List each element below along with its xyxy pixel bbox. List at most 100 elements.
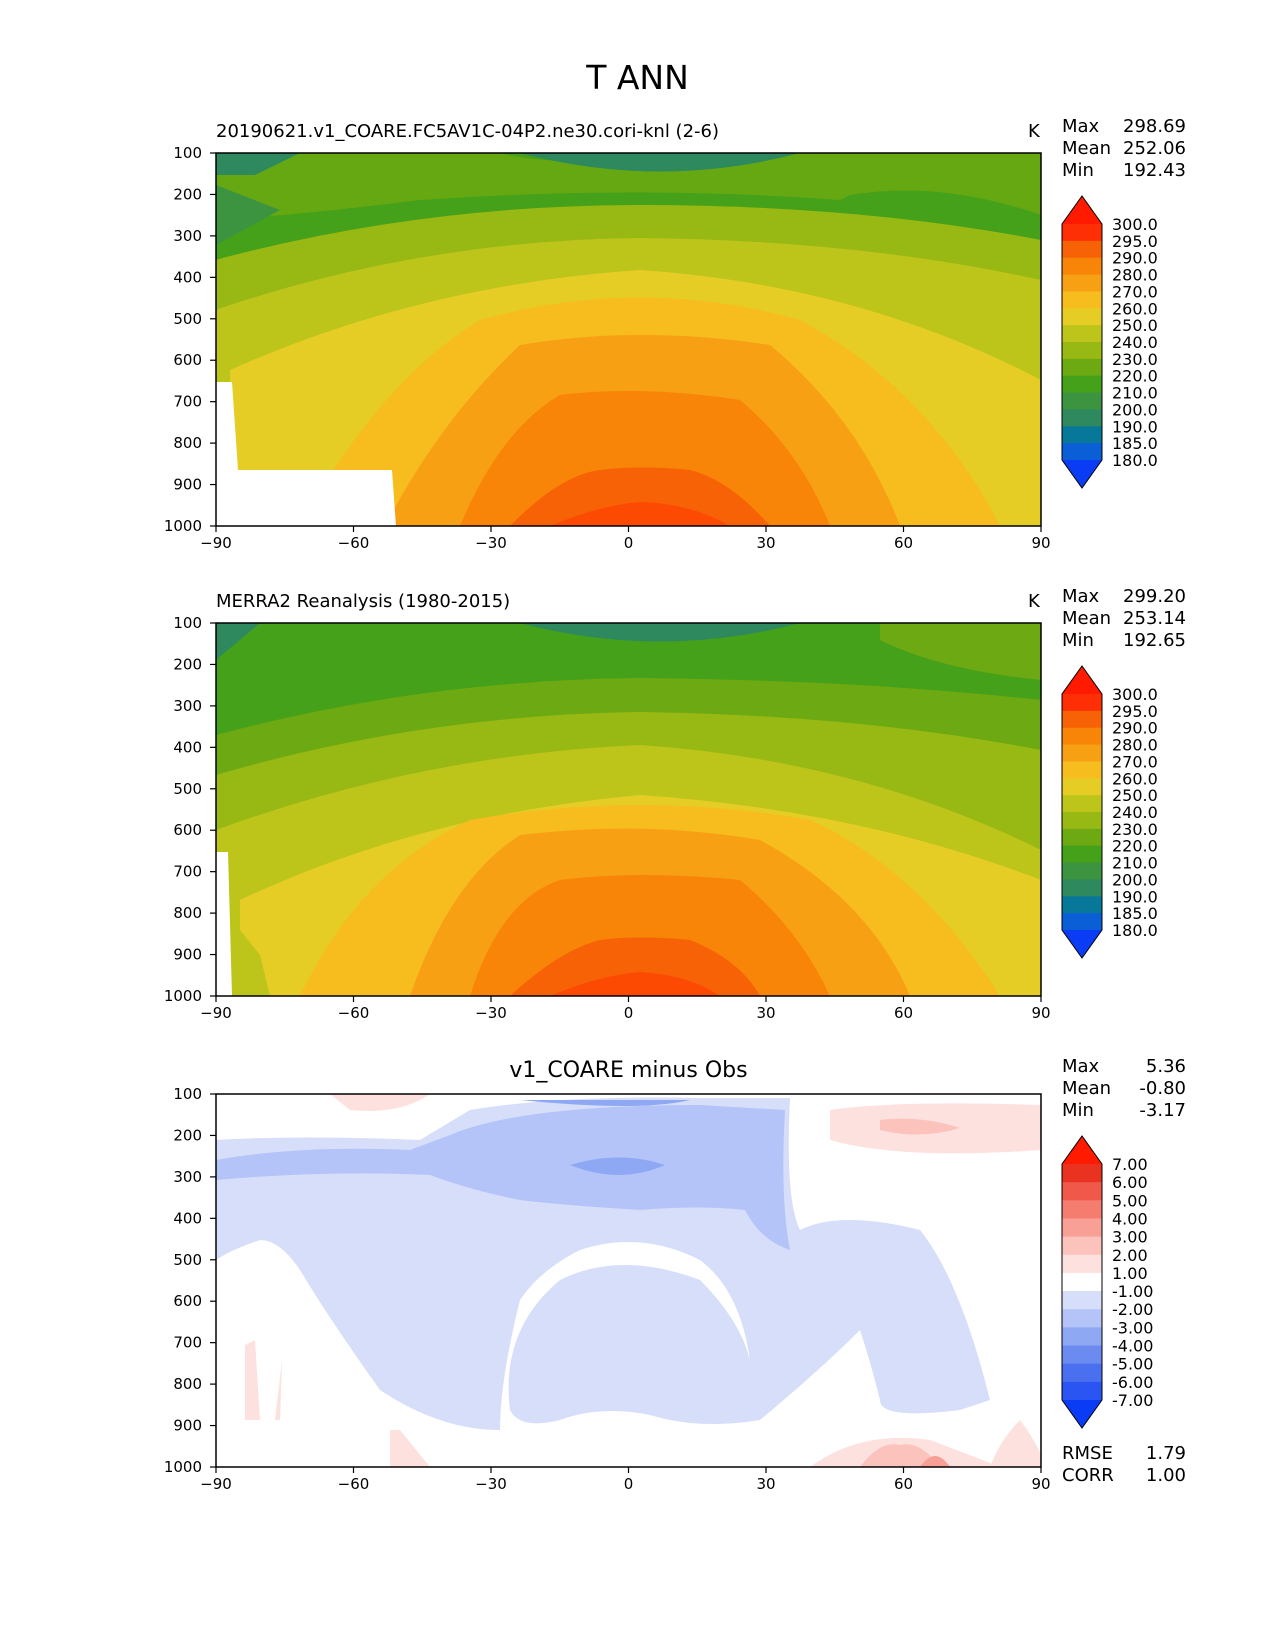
colorbar-label: 6.00 (1112, 1173, 1148, 1192)
y-tick-label: 400 (173, 268, 202, 286)
colorbar-label: 280.0 (1112, 266, 1158, 285)
x-tick-label: 0 (624, 1475, 634, 1493)
colorbar-label: 185.0 (1112, 434, 1158, 453)
colorbar-min-extension (1062, 460, 1102, 488)
panel-3-rmse-label: RMSE (1062, 1443, 1113, 1464)
colorbar-label: 180.0 (1112, 451, 1158, 470)
y-tick-label: 1000 (164, 1458, 202, 1476)
colorbar-segment (1062, 694, 1102, 712)
panel-2-title: MERRA2 Reanalysis (1980-2015) (216, 591, 511, 612)
colorbar-segment (1062, 1272, 1102, 1292)
colorbar-segment (1062, 795, 1102, 813)
colorbar-segment (1062, 1291, 1102, 1310)
colorbar-segment (1062, 224, 1102, 242)
panel-1-min-value: 192.43 (1123, 160, 1186, 181)
x-tick-label: 90 (1031, 534, 1050, 552)
colorbar-label: 1.00 (1112, 1264, 1148, 1283)
panel-2-mean-label: Mean (1062, 608, 1112, 629)
colorbar-label: 270.0 (1112, 752, 1158, 771)
colorbar-label: 3.00 (1112, 1228, 1148, 1247)
panel-3-corr-value: 1.00 (1145, 1465, 1186, 1486)
panel-3-max-label: Max (1062, 1056, 1100, 1077)
colorbar-label: 260.0 (1112, 769, 1158, 788)
y-tick-label: 300 (173, 227, 202, 245)
panel-2-units: K (1028, 591, 1040, 612)
colorbar-label: 230.0 (1112, 820, 1158, 839)
y-tick-label: 1000 (164, 517, 202, 535)
colorbar-segment (1062, 392, 1102, 410)
colorbar-segment (1062, 358, 1102, 377)
panel-1-max-label: Max (1062, 116, 1100, 137)
colorbar-label: 200.0 (1112, 870, 1158, 889)
colorbar-label: 185.0 (1112, 904, 1158, 923)
colorbar-label: -1.00 (1112, 1282, 1153, 1301)
panel-3-title: v1_COARE minus Obs (509, 1058, 748, 1083)
colorbar-label: 7.00 (1112, 1155, 1148, 1174)
y-tick-label: 100 (173, 1085, 202, 1103)
colorbar-segment (1062, 342, 1102, 360)
y-tick-label: 800 (173, 434, 202, 452)
colorbar-label: -4.00 (1112, 1337, 1153, 1356)
y-tick-label: 800 (173, 904, 202, 922)
x-tick-label: −30 (475, 1004, 507, 1022)
panel-3-field (216, 1094, 1041, 1467)
y-tick-label: 600 (173, 1292, 202, 1310)
panel-3-rmse-value: 1.79 (1145, 1443, 1186, 1464)
colorbar-segment (1062, 896, 1102, 914)
colorbar-label: 295.0 (1112, 232, 1158, 251)
colorbar-label: 290.0 (1112, 719, 1158, 738)
colorbar-label: 280.0 (1112, 736, 1158, 755)
panel-1-max-value: 298.69 (1123, 116, 1186, 137)
panel-1-mean-label: Mean (1062, 138, 1112, 159)
colorbar-label: 230.0 (1112, 350, 1158, 369)
colorbar-segment (1062, 778, 1102, 796)
colorbar-segment (1062, 240, 1102, 259)
panel-2-min-label: Min (1062, 630, 1094, 651)
colorbar-label: -7.00 (1112, 1391, 1153, 1410)
y-tick-label: 200 (173, 185, 202, 203)
y-tick-label: 300 (173, 1168, 202, 1186)
colorbar-segment (1062, 1200, 1102, 1219)
colorbar-max-extension (1062, 196, 1102, 224)
colorbar-outline (1061, 665, 1103, 959)
colorbar-segment (1062, 1164, 1102, 1183)
colorbar-segment (1062, 845, 1102, 864)
y-tick-label: 400 (173, 738, 202, 756)
colorbar-outline (1061, 195, 1103, 489)
colorbar-label: 300.0 (1112, 685, 1158, 704)
colorbar-segment (1062, 1182, 1102, 1201)
colorbar-segment (1062, 1345, 1102, 1365)
y-tick-label: 400 (173, 1209, 202, 1227)
colorbar-label: 190.0 (1112, 417, 1158, 436)
panel-3-corr-label: CORR (1062, 1465, 1114, 1486)
colorbar-label: 180.0 (1112, 921, 1158, 940)
x-tick-label: −90 (200, 534, 232, 552)
colorbar-label: 270.0 (1112, 282, 1158, 301)
colorbar-segment (1062, 308, 1102, 326)
x-tick-label: −90 (200, 1475, 232, 1493)
colorbar-label: 210.0 (1112, 384, 1158, 403)
y-tick-label: 200 (173, 1126, 202, 1144)
colorbar-segment (1062, 879, 1102, 897)
colorbar-segment (1062, 812, 1102, 830)
panel-2-max-value: 299.20 (1123, 586, 1186, 607)
y-tick-label: 500 (173, 780, 202, 798)
colorbar-max-extension (1062, 1136, 1102, 1164)
x-tick-label: −90 (200, 1004, 232, 1022)
x-tick-label: −30 (475, 534, 507, 552)
colorbar-segment (1062, 291, 1102, 309)
colorbar-label: 260.0 (1112, 299, 1158, 318)
colorbar-label: 4.00 (1112, 1209, 1148, 1228)
panel-3-max-value: 5.36 (1145, 1056, 1186, 1077)
colorbar-label: 5.00 (1112, 1191, 1148, 1210)
colorbar-label: 220.0 (1112, 837, 1158, 856)
y-tick-label: 1000 (164, 987, 202, 1005)
panel-2-mean-value: 253.14 (1123, 608, 1186, 629)
panel-1-field (216, 153, 1041, 526)
x-tick-label: 60 (894, 534, 913, 552)
y-tick-label: 800 (173, 1375, 202, 1393)
colorbar-segment (1062, 1254, 1102, 1274)
x-tick-label: 90 (1031, 1004, 1050, 1022)
y-tick-label: 500 (173, 1251, 202, 1269)
